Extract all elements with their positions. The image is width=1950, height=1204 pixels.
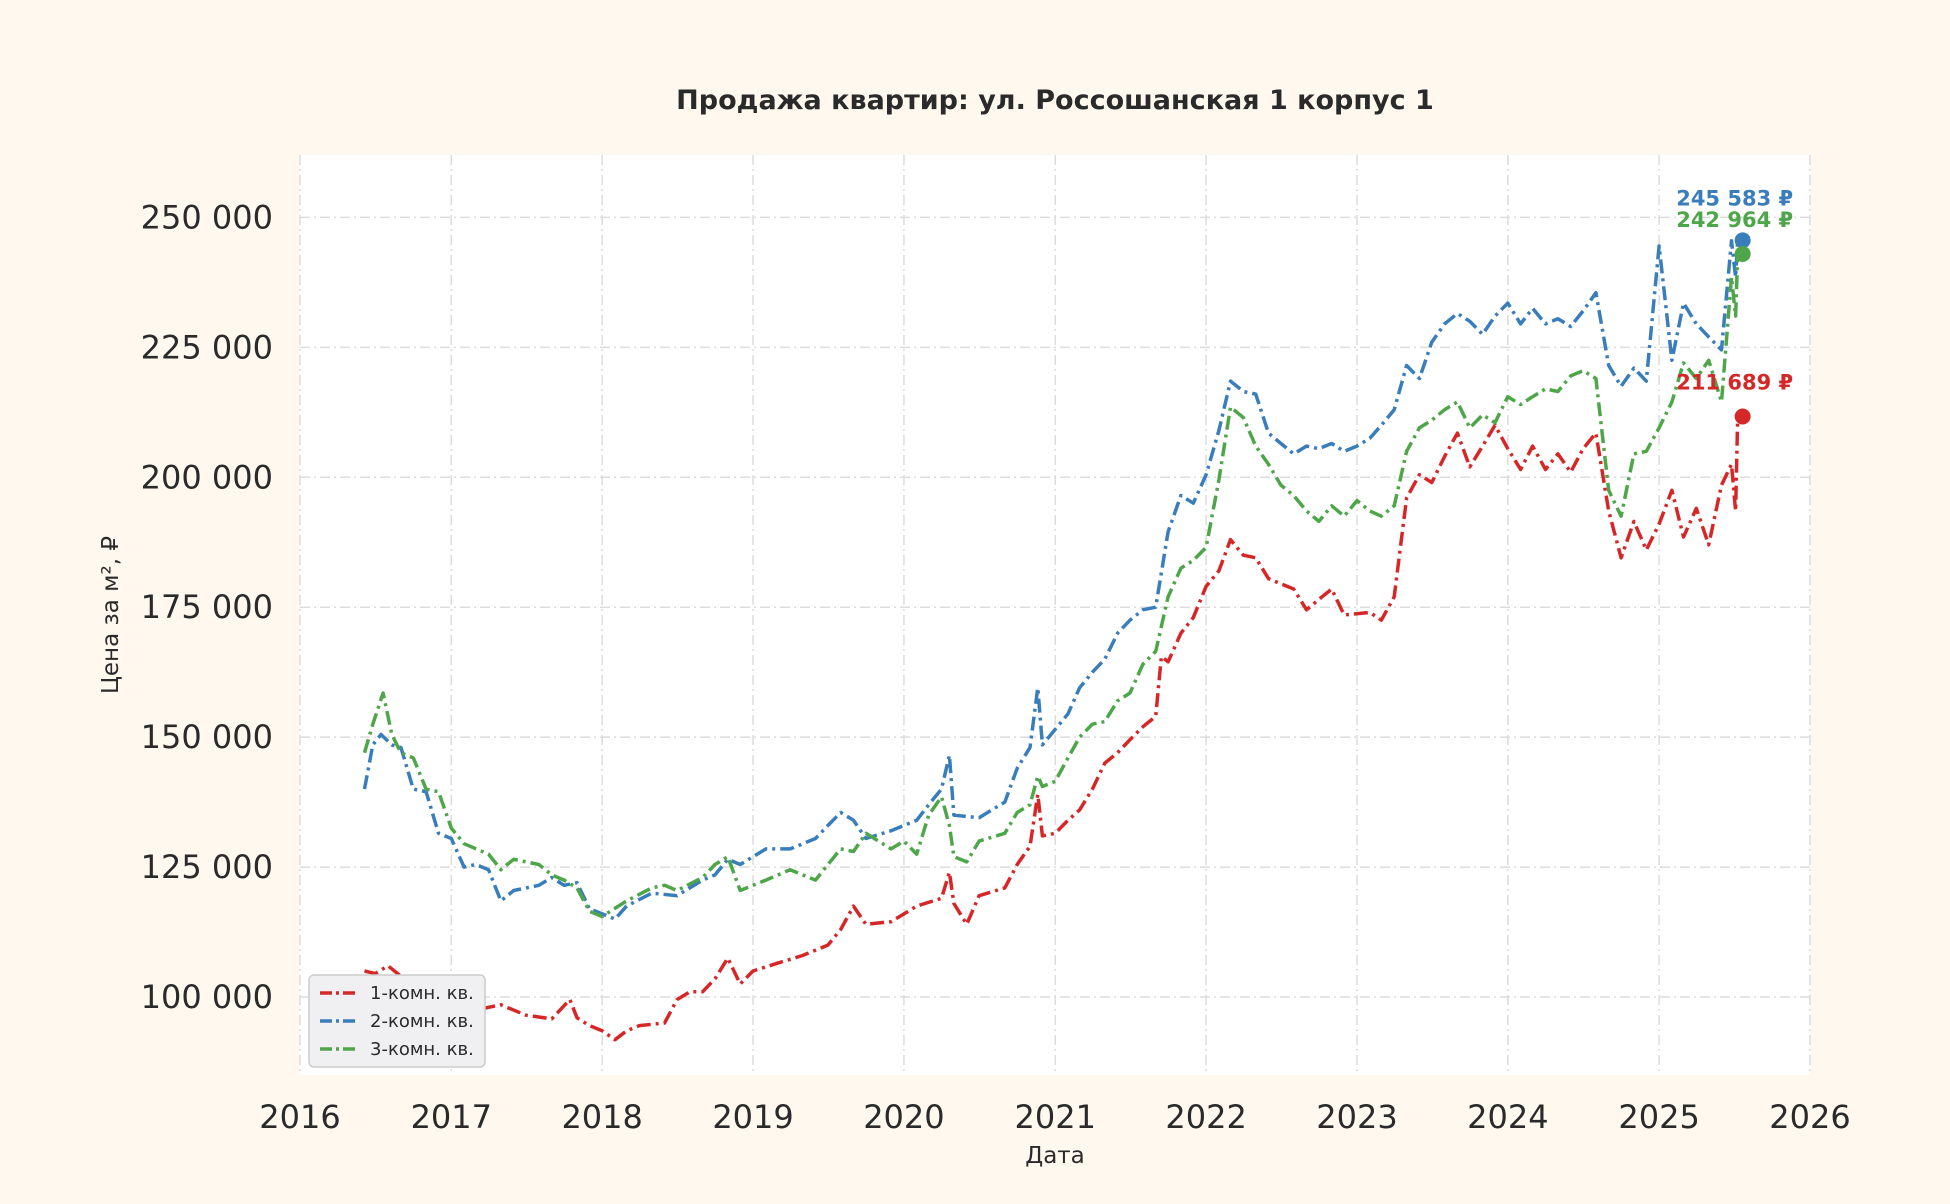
last-value-label-1: 211 689 ₽ <box>1676 371 1793 395</box>
last-value-marker-1 <box>1734 408 1751 425</box>
last-value-label-3: 242 964 ₽ <box>1676 208 1793 232</box>
y-tick-label: 225 000 <box>141 328 273 366</box>
y-tick-label: 250 000 <box>141 198 273 236</box>
series-line-3 <box>362 253 1740 919</box>
series-lines <box>362 239 1740 1042</box>
legend: 1-комн. кв. 2-комн. кв. 3-комн. кв. <box>308 974 486 1068</box>
x-tick-label: 2021 <box>1014 1098 1095 1136</box>
last-value-marker-2 <box>1734 232 1751 249</box>
last-value-marker-3 <box>1734 245 1751 262</box>
x-tick-label: 2018 <box>561 1098 642 1136</box>
legend-label-1: 1-комн. кв. <box>370 983 474 1004</box>
x-tick-label: 2023 <box>1316 1098 1397 1136</box>
series-line-2 <box>362 239 1740 921</box>
x-tick-label: 2020 <box>863 1098 944 1136</box>
last-value-label-2: 245 583 ₽ <box>1676 186 1793 210</box>
x-tick-label: 2019 <box>712 1098 793 1136</box>
x-tick-label: 2016 <box>259 1098 340 1136</box>
grid-lines <box>299 155 1811 1075</box>
series-line-1 <box>364 416 1740 1042</box>
y-tick-label: 100 000 <box>141 978 273 1016</box>
x-tick-label: 2022 <box>1165 1098 1246 1136</box>
y-tick-label: 150 000 <box>141 718 273 756</box>
x-tick-label: 2026 <box>1769 1098 1850 1136</box>
axes: 2016 2017 2018 2019 2020 2021 2022 2023 2024 2025… <box>141 198 1851 1136</box>
legend-box <box>308 974 486 1068</box>
chart-title: Продажа квартир: ул. Россошанская 1 корп… <box>676 85 1434 116</box>
legend-label-3: 3-комн. кв. <box>370 1039 474 1060</box>
x-axis-label: Дата <box>1025 1143 1085 1169</box>
y-tick-label: 175 000 <box>141 588 273 626</box>
y-tick-label: 200 000 <box>141 458 273 496</box>
legend-label-2: 2-комн. кв. <box>370 1011 474 1032</box>
y-tick-label: 125 000 <box>141 848 273 886</box>
x-tick-label: 2025 <box>1618 1098 1699 1136</box>
y-axis-label: Цена за м², ₽ <box>98 536 124 694</box>
x-tick-label: 2017 <box>411 1098 492 1136</box>
x-tick-label: 2024 <box>1467 1098 1548 1136</box>
last-value-annotations: 211 689 ₽ 245 583 ₽242 964 ₽ <box>1676 186 1793 425</box>
